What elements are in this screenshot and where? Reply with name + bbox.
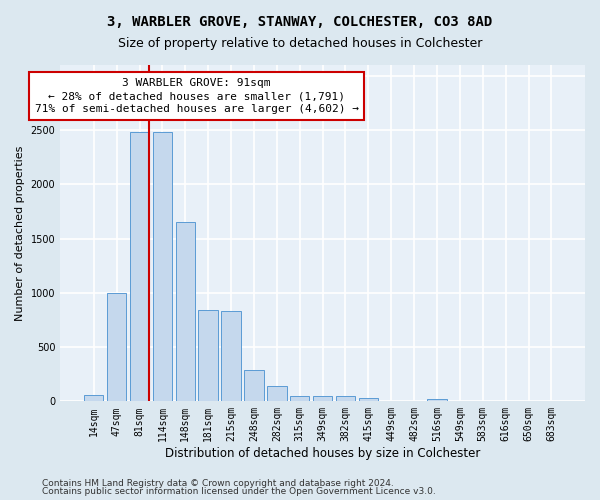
Bar	[359, 398, 378, 402]
Text: 3 WARBLER GROVE: 91sqm
← 28% of detached houses are smaller (1,791)
71% of semi-: 3 WARBLER GROVE: 91sqm ← 28% of detached…	[35, 78, 359, 114]
Bar	[336, 396, 355, 402]
Bar	[427, 398, 447, 402]
Text: Contains public sector information licensed under the Open Government Licence v3: Contains public sector information licen…	[42, 487, 436, 496]
Bar	[176, 222, 195, 402]
Bar	[199, 310, 218, 402]
Bar	[84, 395, 103, 402]
Bar	[267, 386, 287, 402]
Bar	[152, 132, 172, 402]
Text: Size of property relative to detached houses in Colchester: Size of property relative to detached ho…	[118, 38, 482, 51]
X-axis label: Distribution of detached houses by size in Colchester: Distribution of detached houses by size …	[165, 447, 480, 460]
Bar	[130, 132, 149, 402]
Bar	[221, 312, 241, 402]
Bar	[107, 293, 127, 402]
Bar	[313, 396, 332, 402]
Bar	[244, 370, 263, 402]
Text: Contains HM Land Registry data © Crown copyright and database right 2024.: Contains HM Land Registry data © Crown c…	[42, 478, 394, 488]
Y-axis label: Number of detached properties: Number of detached properties	[15, 146, 25, 321]
Bar	[290, 396, 310, 402]
Text: 3, WARBLER GROVE, STANWAY, COLCHESTER, CO3 8AD: 3, WARBLER GROVE, STANWAY, COLCHESTER, C…	[107, 15, 493, 29]
